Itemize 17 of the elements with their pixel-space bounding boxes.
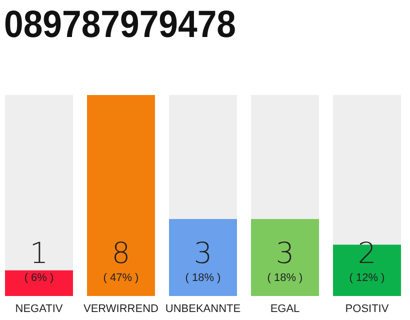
data-label: ( 12% ) [349,272,385,284]
data-label: ( 18% ) [185,272,221,284]
x-tick-label: NEGATIV [15,303,64,315]
annotation: 2 [358,236,376,270]
bar [5,270,73,296]
annotation: 3 [194,236,212,270]
x-tick-label: UNBEKANNTE [165,303,241,315]
annotation: 1 [30,236,48,270]
data-label: ( 6% ) [24,272,54,284]
data-label: ( 47% ) [103,272,139,284]
x-tick-label: EGAL [270,303,300,315]
chart-title: 089787979478 [4,4,258,46]
x-tick-label: POSITIV [345,303,390,315]
annotation: 8 [112,236,130,270]
annotation: 3 [276,236,294,270]
x-tick-label: VERWIRREND [84,303,159,315]
data-label: ( 18% ) [267,272,303,284]
